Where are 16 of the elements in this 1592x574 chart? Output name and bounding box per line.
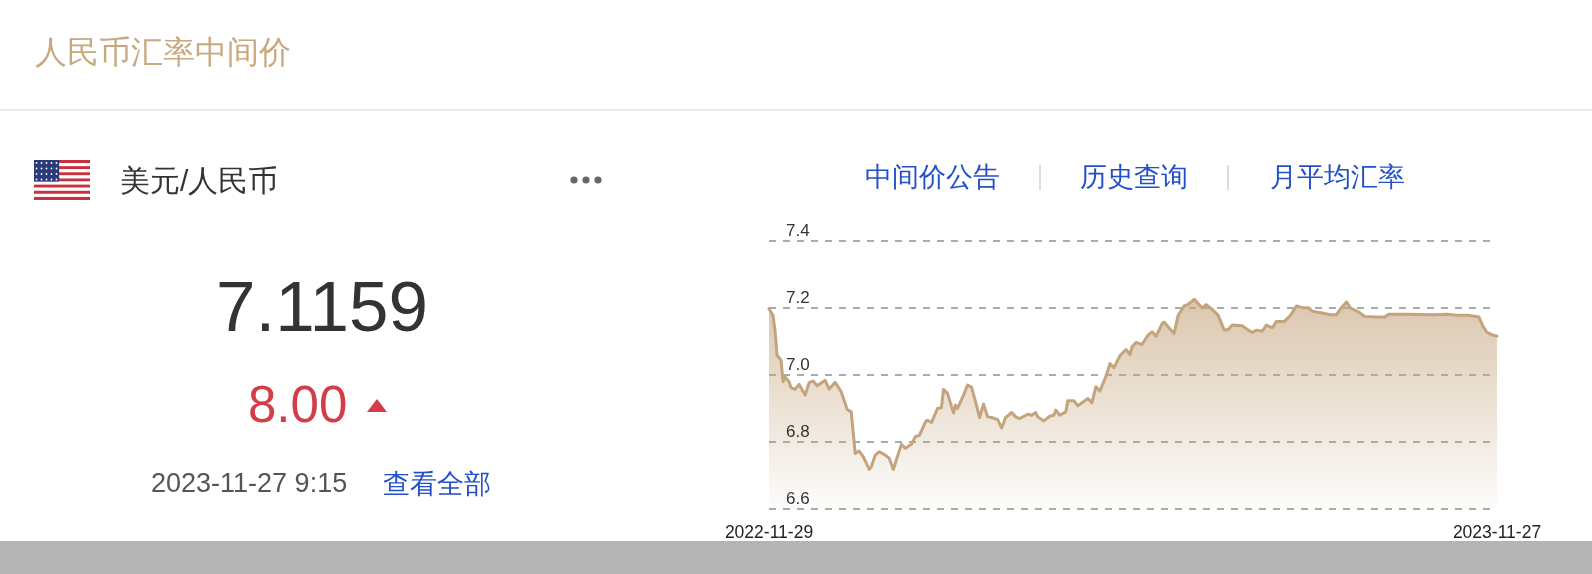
x-tick-label: 2022-11-29 — [724, 522, 814, 542]
text: 2023-11-27 9:15 — [151, 468, 348, 498]
text: 7.1159 — [216, 267, 428, 346]
text: 8.00 — [248, 376, 348, 433]
y-tick-label: 6.6 — [786, 489, 810, 508]
y-tick-label: 7.4 — [786, 221, 810, 240]
x-tick-label: 2023-11-27 — [1452, 522, 1542, 542]
text: 中间价公告 — [865, 162, 1000, 192]
y-tick-label: 7.2 — [786, 288, 810, 307]
text: 美元/人民币 — [120, 164, 279, 197]
text: 查看全部 — [383, 469, 491, 499]
y-tick-label: 7.0 — [786, 355, 810, 374]
text: 人民币汇率中间价 — [35, 34, 291, 70]
text: 历史查询 — [1080, 162, 1188, 192]
y-tick-label: 6.8 — [786, 422, 810, 441]
text: 月平均汇率 — [1270, 162, 1405, 192]
